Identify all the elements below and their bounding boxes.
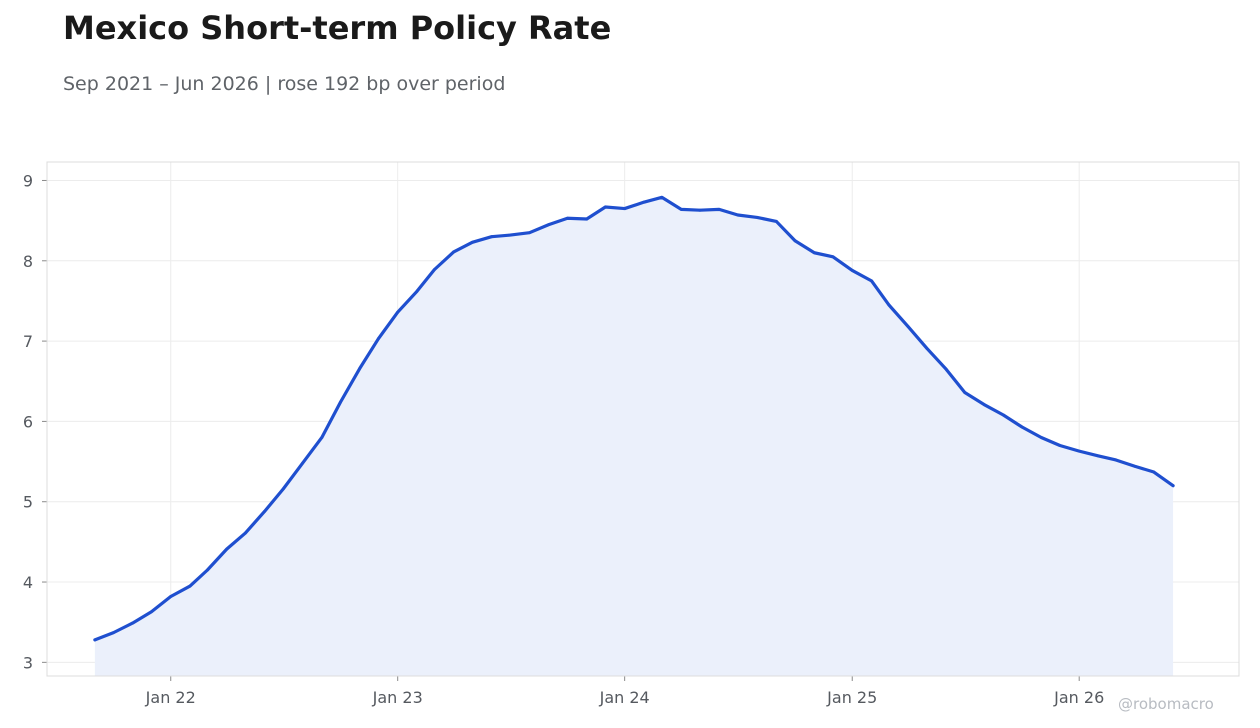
data-point (566, 216, 569, 220)
data-point (508, 233, 512, 237)
data-point (736, 213, 740, 217)
series-layer (93, 195, 1175, 642)
data-point (944, 367, 948, 371)
x-tick-label: Jan 25 (826, 688, 877, 707)
data-point (93, 638, 97, 642)
data-point (490, 235, 493, 239)
data-point (415, 289, 419, 293)
data-point (1152, 470, 1156, 474)
data-point (432, 268, 436, 272)
data-point (1039, 436, 1043, 439)
chart-subtitle: Sep 2021 – Jun 2026 | rose 192 bp over p… (63, 73, 506, 95)
data-point (225, 547, 229, 551)
data-point (698, 208, 702, 212)
data-point (206, 568, 209, 572)
y-tick-label: 8 (23, 252, 33, 271)
data-point (642, 200, 646, 204)
data-point (281, 487, 285, 491)
data-point (301, 461, 304, 465)
chart-title: Mexico Short-term Policy Rate (63, 9, 612, 47)
data-point (831, 255, 835, 259)
data-point (1171, 484, 1175, 488)
data-point (470, 240, 474, 244)
data-point (547, 223, 551, 227)
data-point (377, 337, 380, 341)
x-tick-label: Jan 22 (145, 688, 196, 707)
data-point (850, 269, 854, 272)
y-tick-label: 9 (23, 171, 33, 190)
y-tick-label: 4 (23, 573, 33, 592)
data-point (870, 279, 873, 283)
data-point (755, 216, 759, 219)
axes: 3 4 5 6 7 8 9 Jan 22 Jan 23 Jan 24 Jan 25 Jan 26 (23, 161, 1240, 707)
data-point (1114, 458, 1118, 462)
data-point (1020, 425, 1024, 429)
y-tick-label: 3 (23, 653, 33, 672)
y-tick-label: 7 (23, 332, 33, 351)
data-point (982, 403, 986, 406)
data-point (585, 217, 589, 221)
series-area (94, 197, 1174, 676)
data-point (131, 621, 135, 625)
data-point (774, 220, 778, 223)
data-point (925, 346, 929, 350)
data-point (358, 367, 362, 370)
x-tick-label: Jan 26 (1053, 688, 1104, 707)
plot-area (94, 197, 1174, 676)
data-point (660, 195, 664, 199)
data-point (812, 251, 816, 255)
data-point (169, 595, 173, 598)
watermark: @robomacro (1118, 695, 1214, 713)
data-point (452, 250, 456, 254)
y-tick-label: 6 (23, 412, 33, 431)
data-point (963, 391, 967, 394)
data-point (1001, 413, 1005, 417)
data-point (906, 325, 910, 329)
data-point (793, 239, 797, 243)
series-line (93, 195, 1175, 642)
data-point (887, 303, 891, 307)
data-point (396, 310, 400, 314)
data-point (1058, 444, 1062, 447)
x-tick-label: Jan 24 (599, 688, 650, 707)
data-point (1133, 464, 1137, 468)
data-point (263, 509, 267, 513)
plot-frame (46, 161, 1240, 677)
data-point (112, 631, 115, 635)
data-point (623, 207, 627, 210)
y-tick-label: 5 (23, 493, 33, 512)
data-point (1077, 449, 1081, 453)
data-point (243, 531, 247, 535)
data-point (679, 207, 683, 211)
data-point (188, 584, 192, 588)
x-tick-label: Jan 23 (372, 688, 423, 707)
data-points (93, 195, 1175, 642)
data-point (150, 610, 153, 614)
data-point (320, 436, 324, 439)
data-point (717, 207, 721, 211)
data-point (603, 205, 607, 209)
data-point (1097, 454, 1100, 458)
data-point (339, 400, 342, 404)
data-point (528, 231, 531, 235)
